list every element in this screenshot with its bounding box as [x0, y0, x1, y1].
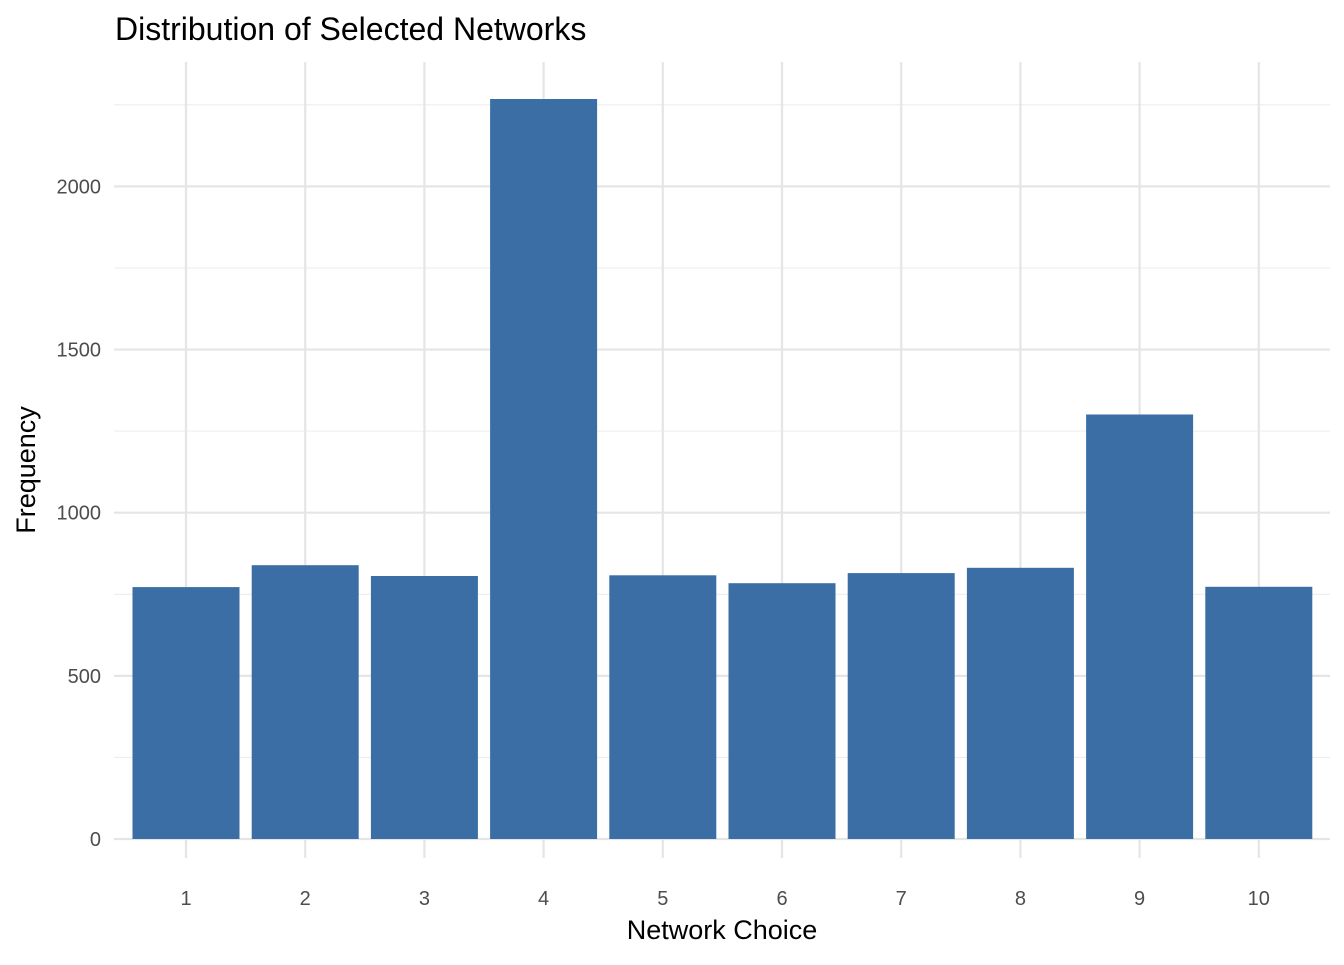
- bar-network-4: [490, 99, 598, 839]
- x-tick-label: 5: [657, 888, 668, 910]
- bar-network-6: [728, 583, 836, 839]
- y-tick-label: 500: [68, 666, 101, 688]
- x-tick-label: 2: [300, 888, 311, 910]
- bar-network-10: [1205, 586, 1313, 839]
- y-tick-label: 2000: [57, 176, 102, 198]
- bar-network-8: [966, 567, 1074, 839]
- bar-network-2: [251, 565, 359, 839]
- y-tick-label: 1000: [57, 503, 102, 525]
- x-axis-ticks: 1 2 3 4 5 6 7 8 9 10: [180, 888, 1269, 910]
- y-axis-ticks: 0 500 1000 1500 2000: [57, 176, 102, 851]
- x-axis-title: Network Choice: [627, 915, 818, 945]
- chart-title: Distribution of Selected Networks: [115, 11, 586, 47]
- x-tick-label: 10: [1248, 888, 1270, 910]
- bar-network-9: [1086, 414, 1194, 839]
- bar-network-5: [609, 575, 717, 839]
- x-tick-label: 9: [1134, 888, 1145, 910]
- y-tick-label: 0: [90, 829, 101, 851]
- bars: [132, 99, 1313, 839]
- bar-network-1: [132, 587, 240, 839]
- x-tick-label: 6: [776, 888, 787, 910]
- x-tick-label: 8: [1015, 888, 1026, 910]
- x-tick-label: 4: [538, 888, 549, 910]
- x-tick-label: 7: [896, 888, 907, 910]
- bar-network-3: [370, 576, 478, 839]
- bar-network-7: [847, 573, 955, 839]
- y-tick-label: 1500: [57, 340, 102, 362]
- y-axis-title: Frequency: [11, 406, 41, 534]
- x-tick-label: 3: [419, 888, 430, 910]
- x-tick-label: 1: [180, 888, 191, 910]
